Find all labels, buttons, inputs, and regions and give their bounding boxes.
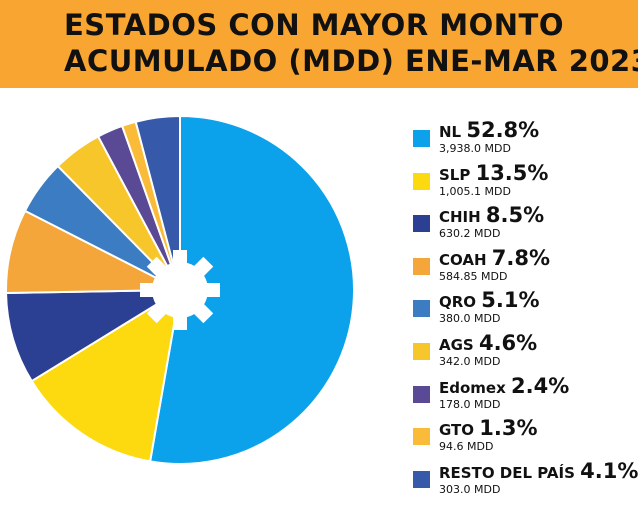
pie-slice-chih <box>5 288 184 383</box>
legend-label-row: COAH 7.8% <box>439 246 550 270</box>
legend-label-row: RESTO DEL PAÍS 4.1% <box>439 459 638 483</box>
legend-amount-value: 3,938.0 <box>439 142 481 155</box>
legend-amount: 380.0 MDD <box>439 312 500 325</box>
legend-swatch <box>413 215 430 233</box>
legend-amount-unit: MDD <box>470 227 501 241</box>
legend-item-qro: QRO 5.1% 380.0 MDD <box>412 288 638 331</box>
legend-amount: 178.0 MDD <box>439 398 500 411</box>
legend-amount: 94.6 MDD <box>439 440 493 453</box>
legend-item-ags: AGS 4.6% 342.0 MDD <box>412 331 638 374</box>
legend-label-row: CHIH 8.5% <box>439 203 544 227</box>
legend-amount: 1,005.1 MDD <box>439 185 511 198</box>
legend-name: SLP <box>439 165 476 184</box>
legend-label-row: AGS 4.6% <box>439 331 537 355</box>
legend-amount-unit: MDD <box>470 354 501 368</box>
legend-amount-value: 178.0 <box>439 397 471 411</box>
legend-amount: 630.2 MDD <box>439 227 500 240</box>
legend-item-chih: CHIH 8.5% 630.2 MDD <box>412 203 638 246</box>
legend-amount-value: 380.0 <box>439 312 471 326</box>
legend-amount-value: 94.6 <box>439 440 464 454</box>
legend-percent: 7.8% <box>491 245 550 270</box>
legend-name: QRO <box>439 293 482 312</box>
legend-name: GTO <box>439 421 480 440</box>
legend-swatch <box>413 385 430 403</box>
legend-item-resto-del-pa-s: RESTO DEL PAÍS 4.1% 303.0 MDD <box>412 459 638 502</box>
legend-swatch <box>413 470 430 488</box>
pie-slice-nl <box>148 114 356 465</box>
legend-amount-unit: MDD <box>463 440 494 454</box>
legend-swatch <box>413 342 430 360</box>
legend-percent: 13.5% <box>475 160 549 185</box>
legend-item-nl: NL 52.8% 3,938.0 MDD <box>412 118 638 161</box>
chart-title-line-2: ACUMULADO (MDD) ENE-MAR 2023 <box>64 44 638 78</box>
legend: NL 52.8% 3,938.0 MDD SLP 13.5% 1,005.1 MDD C… <box>412 118 638 501</box>
legend-amount-unit: MDD <box>470 312 501 326</box>
legend-label-row: QRO 5.1% <box>439 288 540 312</box>
legend-name: AGS <box>439 335 479 354</box>
legend-swatch <box>413 428 430 446</box>
legend-amount-value: 342.0 <box>439 354 471 368</box>
legend-amount-unit: MDD <box>481 142 511 155</box>
legend-label-row: Edomex 2.4% <box>439 374 569 398</box>
legend-amount: 584.85 MDD <box>439 270 507 283</box>
legend-amount-unit: MDD <box>481 184 511 198</box>
legend-amount-unit: MDD <box>470 482 501 496</box>
legend-percent: 1.3% <box>479 416 538 441</box>
legend-item-slp: SLP 13.5% 1,005.1 MDD <box>412 161 638 204</box>
legend-amount: 342.0 MDD <box>439 355 500 368</box>
legend-item-edomex: Edomex 2.4% 178.0 MDD <box>412 374 638 417</box>
title-banner: ESTADOS CON MAYOR MONTO ACUMULADO (MDD) … <box>0 0 638 88</box>
chart-title-line-1: ESTADOS CON MAYOR MONTO <box>64 8 564 42</box>
legend-label-row: GTO 1.3% <box>439 416 538 440</box>
legend-percent: 4.6% <box>478 330 538 355</box>
pie-center-hub <box>140 250 220 330</box>
legend-percent: 52.8% <box>466 118 540 142</box>
legend-percent: 4.1% <box>580 458 638 483</box>
legend-amount-unit: MDD <box>477 269 508 283</box>
legend-swatch <box>413 130 430 147</box>
legend-swatch <box>413 172 430 190</box>
pie-slice-slp <box>30 287 182 463</box>
legend-amount-value: 584.85 <box>439 269 478 283</box>
legend-amount-value: 1,005.1 <box>439 184 481 198</box>
legend-percent: 8.5% <box>485 203 545 228</box>
legend-label-row: SLP 13.5% <box>439 161 548 185</box>
legend-name: COAH <box>439 250 492 269</box>
legend-swatch <box>413 257 430 275</box>
legend-name: RESTO DEL PAÍS <box>439 463 581 482</box>
legend-percent: 5.1% <box>481 288 540 313</box>
legend-amount-value: 303.0 <box>439 482 471 496</box>
legend-name: CHIH <box>439 208 486 227</box>
legend-amount: 3,938.0 MDD <box>439 142 511 155</box>
legend-item-coah: COAH 7.8% 584.85 MDD <box>412 246 638 289</box>
legend-name: NL <box>439 123 467 141</box>
legend-percent: 2.4% <box>511 373 570 398</box>
pie-chart <box>5 114 356 465</box>
legend-amount-value: 630.2 <box>439 227 471 241</box>
legend-label-row: NL 52.8% <box>439 118 539 142</box>
legend-amount: 303.0 MDD <box>439 483 500 496</box>
legend-amount-unit: MDD <box>470 397 501 411</box>
legend-swatch <box>413 300 430 318</box>
pie-slice-resto-del-pa-s <box>134 114 181 291</box>
legend-name: Edomex <box>439 378 511 397</box>
legend-item-gto: GTO 1.3% 94.6 MDD <box>412 416 638 459</box>
